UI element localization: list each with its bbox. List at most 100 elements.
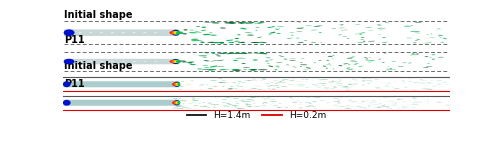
Ellipse shape — [240, 42, 245, 43]
Ellipse shape — [340, 97, 342, 98]
Ellipse shape — [172, 30, 180, 36]
Ellipse shape — [238, 86, 244, 87]
Ellipse shape — [174, 31, 179, 34]
Ellipse shape — [213, 86, 218, 87]
Ellipse shape — [234, 88, 238, 89]
Ellipse shape — [426, 34, 428, 35]
Ellipse shape — [174, 83, 179, 86]
Ellipse shape — [393, 69, 396, 70]
Ellipse shape — [218, 60, 224, 61]
Ellipse shape — [380, 28, 386, 29]
Ellipse shape — [204, 60, 209, 61]
Ellipse shape — [404, 25, 409, 27]
Ellipse shape — [378, 28, 382, 29]
Ellipse shape — [308, 103, 312, 104]
Ellipse shape — [257, 22, 265, 23]
Ellipse shape — [216, 66, 224, 67]
Ellipse shape — [392, 61, 396, 62]
Ellipse shape — [252, 97, 256, 98]
Ellipse shape — [236, 103, 240, 104]
Ellipse shape — [364, 80, 370, 81]
Ellipse shape — [198, 55, 207, 56]
Ellipse shape — [172, 59, 180, 64]
Ellipse shape — [182, 81, 184, 82]
Ellipse shape — [414, 31, 420, 32]
Ellipse shape — [143, 61, 146, 62]
Ellipse shape — [178, 86, 184, 87]
Ellipse shape — [398, 99, 404, 100]
Ellipse shape — [256, 53, 266, 54]
Ellipse shape — [382, 37, 386, 38]
Ellipse shape — [208, 69, 216, 70]
Ellipse shape — [268, 34, 272, 35]
Ellipse shape — [238, 42, 245, 43]
Ellipse shape — [254, 42, 260, 43]
Ellipse shape — [346, 58, 352, 59]
Ellipse shape — [290, 60, 296, 61]
Ellipse shape — [251, 88, 258, 89]
Ellipse shape — [408, 62, 412, 63]
Ellipse shape — [326, 64, 330, 65]
Ellipse shape — [432, 59, 435, 60]
Ellipse shape — [178, 60, 186, 61]
Ellipse shape — [240, 81, 242, 82]
Ellipse shape — [202, 69, 208, 70]
Ellipse shape — [154, 32, 157, 33]
Ellipse shape — [409, 81, 412, 82]
Ellipse shape — [257, 37, 262, 38]
Ellipse shape — [111, 61, 114, 62]
Ellipse shape — [236, 85, 239, 86]
Ellipse shape — [178, 101, 180, 104]
Ellipse shape — [237, 34, 240, 35]
Ellipse shape — [274, 69, 278, 70]
Ellipse shape — [416, 53, 420, 55]
Ellipse shape — [268, 86, 270, 87]
Ellipse shape — [410, 31, 416, 32]
Ellipse shape — [63, 100, 70, 106]
Ellipse shape — [316, 87, 322, 88]
Ellipse shape — [424, 56, 428, 57]
Ellipse shape — [170, 60, 176, 63]
Ellipse shape — [207, 69, 216, 70]
Ellipse shape — [233, 98, 239, 99]
Ellipse shape — [220, 28, 226, 29]
Ellipse shape — [228, 22, 236, 23]
Ellipse shape — [210, 60, 220, 61]
Ellipse shape — [214, 104, 219, 105]
Ellipse shape — [438, 35, 443, 36]
Text: Initial shape: Initial shape — [64, 10, 133, 20]
Ellipse shape — [256, 30, 258, 31]
Ellipse shape — [261, 78, 266, 79]
Ellipse shape — [250, 97, 254, 98]
Ellipse shape — [211, 104, 212, 105]
Ellipse shape — [178, 33, 184, 34]
Ellipse shape — [344, 86, 349, 87]
Ellipse shape — [224, 22, 228, 23]
Ellipse shape — [230, 69, 238, 70]
Ellipse shape — [182, 33, 187, 34]
Ellipse shape — [380, 29, 382, 30]
Ellipse shape — [176, 60, 180, 63]
Ellipse shape — [226, 97, 230, 98]
Ellipse shape — [290, 32, 294, 33]
Ellipse shape — [341, 30, 344, 31]
Ellipse shape — [269, 32, 275, 34]
Ellipse shape — [256, 27, 260, 28]
Ellipse shape — [429, 37, 435, 38]
Ellipse shape — [236, 101, 238, 102]
Ellipse shape — [437, 28, 441, 29]
Ellipse shape — [196, 26, 200, 27]
Ellipse shape — [198, 103, 201, 104]
Ellipse shape — [275, 85, 279, 86]
Ellipse shape — [442, 82, 448, 83]
Ellipse shape — [184, 29, 188, 31]
Ellipse shape — [219, 82, 226, 83]
Ellipse shape — [357, 42, 364, 43]
Ellipse shape — [276, 65, 279, 66]
Ellipse shape — [257, 22, 262, 23]
Ellipse shape — [250, 69, 257, 70]
Ellipse shape — [251, 69, 257, 70]
Ellipse shape — [350, 57, 354, 58]
Ellipse shape — [350, 68, 353, 69]
Ellipse shape — [244, 53, 248, 54]
